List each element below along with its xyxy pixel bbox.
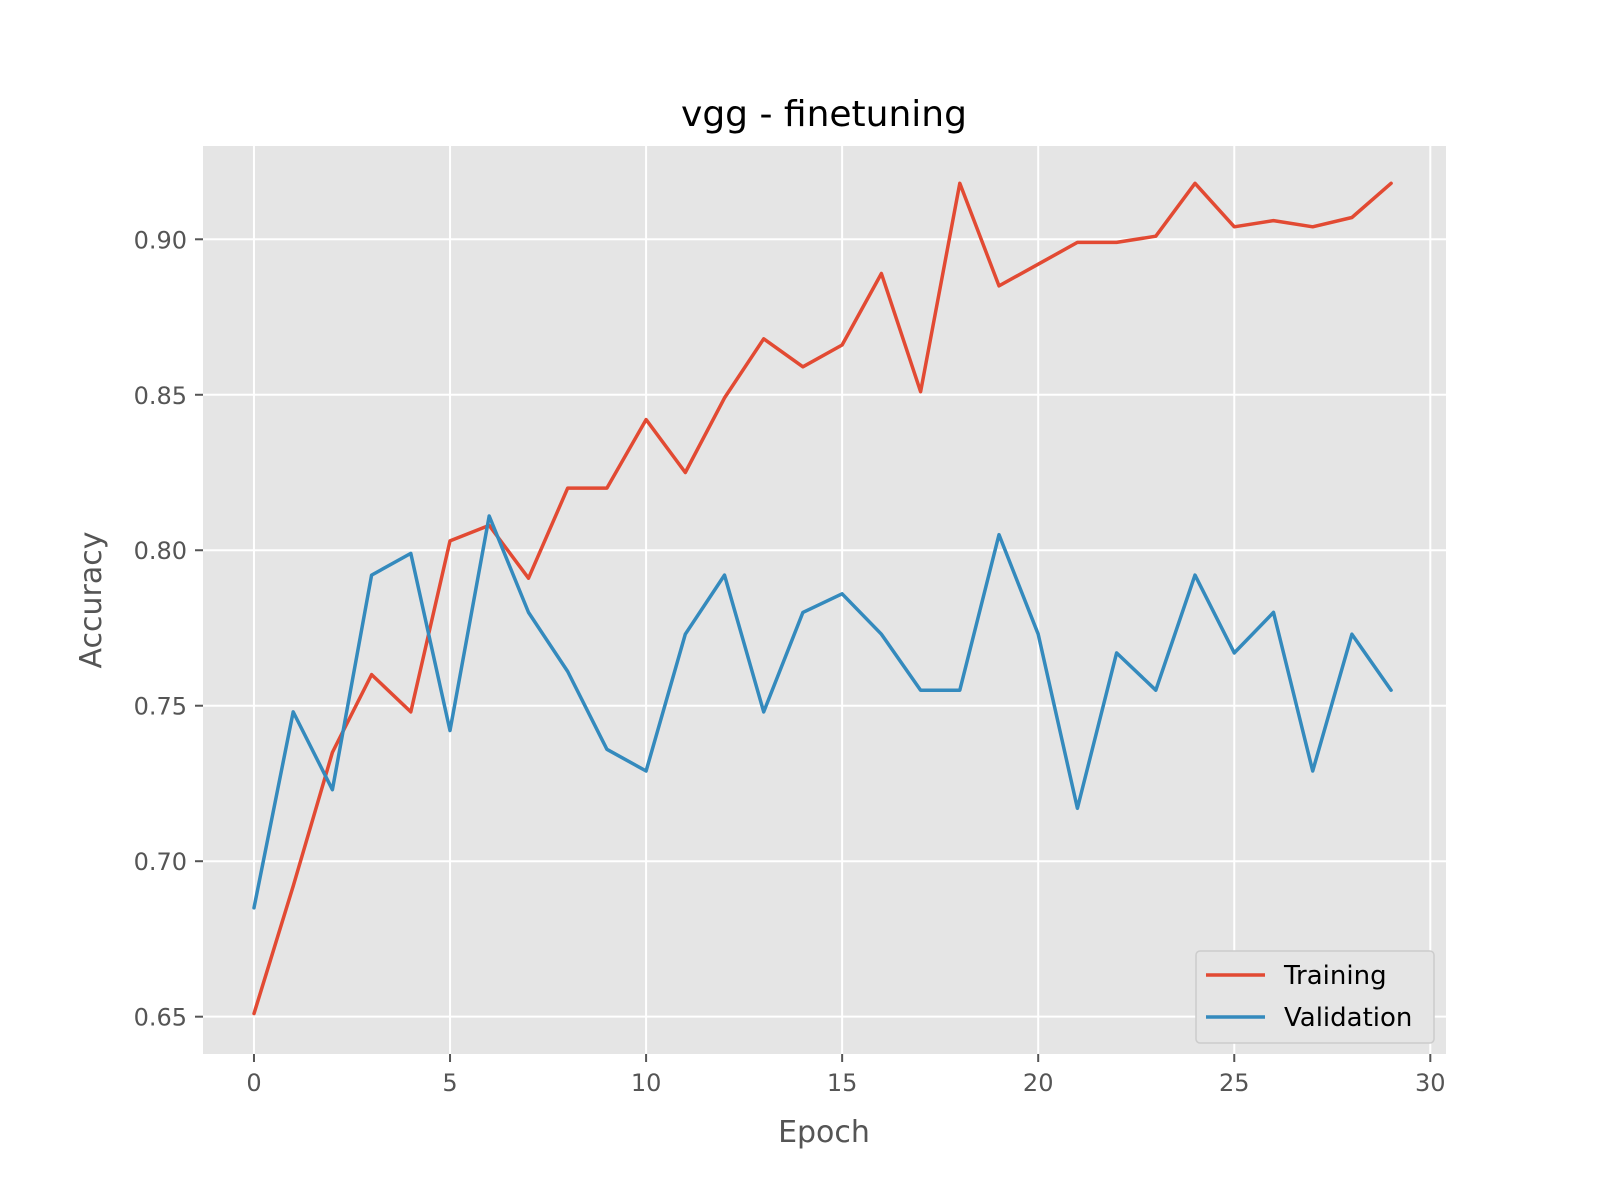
y-axis-label: Accuracy: [74, 532, 109, 669]
x-tick-label: 15: [827, 1069, 858, 1097]
plot-area: [203, 146, 1446, 1054]
x-tick-label: 20: [1023, 1069, 1054, 1097]
x-axis-label: Epoch: [778, 1115, 870, 1150]
y-tick-label: 0.75: [134, 693, 187, 721]
legend-label-training: Training: [1283, 961, 1387, 991]
x-tick-label: 25: [1219, 1069, 1250, 1097]
x-axis-ticks: 0 5 10 15 20 25 30: [246, 1054, 1445, 1097]
y-axis-ticks: 0.65 0.70 0.75 0.80 0.85 0.90: [134, 226, 203, 1031]
x-tick-label: 30: [1415, 1069, 1446, 1097]
y-tick-label: 0.85: [134, 382, 187, 410]
chart-title: vgg - finetuning: [681, 94, 967, 135]
y-tick-label: 0.70: [134, 848, 187, 876]
x-tick-label: 0: [246, 1069, 261, 1097]
y-tick-label: 0.65: [134, 1004, 187, 1032]
y-tick-label: 0.80: [134, 537, 187, 565]
y-tick-label: 0.90: [134, 226, 187, 254]
legend-label-validation: Validation: [1284, 1003, 1412, 1033]
x-tick-label: 10: [631, 1069, 662, 1097]
x-tick-label: 5: [442, 1069, 457, 1097]
legend: Training Validation: [1196, 951, 1434, 1043]
